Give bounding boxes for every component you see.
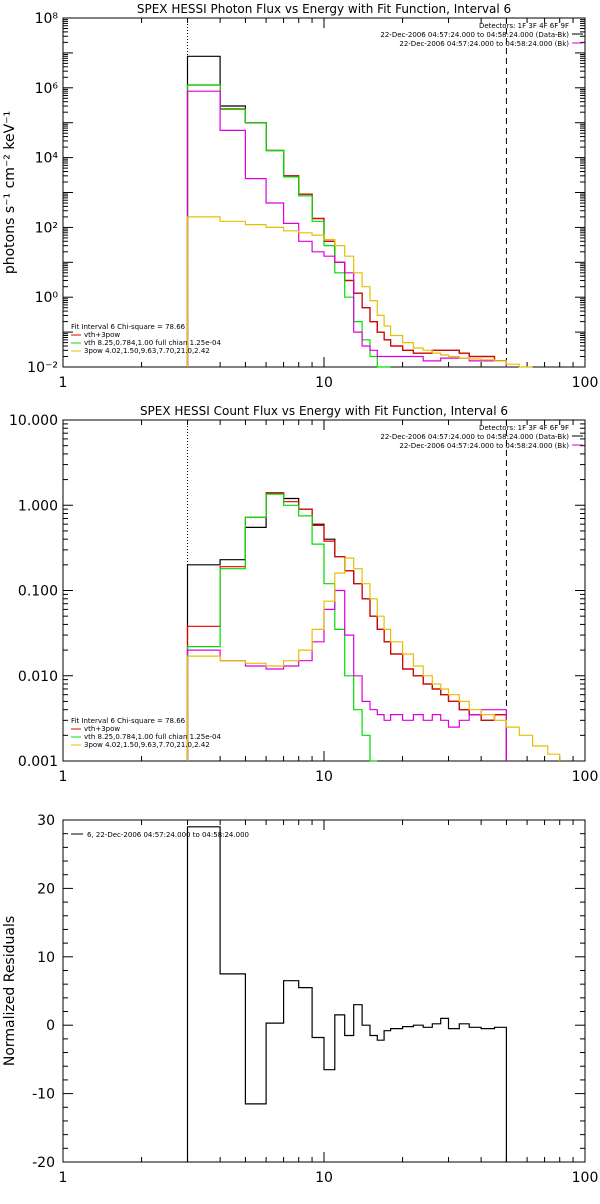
- x-tick-label: 1: [59, 1170, 68, 1186]
- data-series-3: [186, 90, 507, 367]
- legend-entry: vth+3pow: [84, 331, 120, 339]
- legend-entry: 22-Dec-2006 04:57:24.000 to 04:58:24.000…: [380, 31, 569, 39]
- chart-title: SPEX HESSI Photon Flux vs Energy with Fi…: [137, 2, 511, 16]
- x-tick-label: 1: [59, 769, 68, 785]
- y-tick-label: -20: [32, 1155, 55, 1171]
- y-tick-label: 10⁸: [35, 11, 59, 27]
- y-tick-label: 10⁶: [35, 81, 59, 97]
- data-series-2: [186, 84, 391, 368]
- legend-entry: 22-Dec-2006 04:57:24.000 to 04:58:24.000…: [399, 40, 569, 48]
- data-series-0: [186, 55, 507, 367]
- legend-entry: Fit Interval 6 Chi-square = 78.66: [71, 323, 186, 331]
- y-tick-label: 0: [46, 1018, 55, 1034]
- data-series-0: [186, 826, 507, 1162]
- legend-entry: vth+3pow: [84, 725, 120, 733]
- legend-entry: 22-Dec-2006 04:57:24.000 to 04:58:24.000…: [399, 442, 569, 450]
- y-tick-label: -10: [32, 1087, 55, 1103]
- y-tick-label: 20: [37, 881, 55, 897]
- legend-entry: 6, 22-Dec-2006 04:57:24.000 to 04:58:24.…: [87, 831, 249, 839]
- y-tick-label: 0.010: [18, 669, 58, 685]
- x-tick-label: 100: [572, 769, 599, 785]
- y-tick-label: 1.000: [18, 498, 58, 514]
- y-tick-label: 0.001: [18, 754, 58, 770]
- photon-flux-panel: SPEX HESSI Photon Flux vs Energy with Fi…: [2, 2, 598, 391]
- count-flux-panel: SPEX HESSI Count Flux vs Energy with Fit…: [9, 404, 598, 785]
- legend-entry: Fit Interval 6 Chi-square = 78.66: [71, 717, 186, 725]
- x-tick-label: 100: [572, 375, 599, 391]
- x-tick-label: 1: [59, 375, 68, 391]
- y-tick-label: 10²: [35, 220, 58, 236]
- legend-entry: 3pow 4.02,1.50,9.63,7.70,21.0,2.42: [84, 347, 210, 355]
- y-axis-label: photons s⁻¹ cm⁻² keV⁻¹: [2, 111, 18, 274]
- y-tick-label: 30: [37, 813, 55, 829]
- legend-entry: Detectors: 1F 3F 4F 6F 9F: [479, 424, 569, 432]
- legend-entry: 22-Dec-2006 04:57:24.000 to 04:58:24.000…: [380, 433, 569, 441]
- legend-entry: vth 8.25,0.784,1.00 full chian 1.25e-04: [84, 339, 222, 347]
- data-series-0: [186, 492, 507, 761]
- y-tick-label: 10⁻²: [27, 360, 58, 376]
- data-series-3: [186, 589, 507, 761]
- chart-title: SPEX HESSI Count Flux vs Energy with Fit…: [140, 404, 508, 418]
- data-series-1: [186, 492, 507, 761]
- legend-entry: Detectors: 1F 3F 4F 6F 9F: [479, 22, 569, 30]
- y-tick-label: 0.100: [18, 584, 58, 600]
- y-axis-label: Normalized Residuals: [2, 916, 18, 1066]
- legend-entry: vth 8.25,0.784,1.00 full chian 1.25e-04: [84, 733, 222, 741]
- x-tick-label: 10: [315, 769, 333, 785]
- data-series-1: [186, 84, 507, 367]
- y-tick-label: 10⁰: [35, 290, 59, 306]
- y-tick-label: 10: [37, 950, 55, 966]
- data-series-2: [186, 493, 378, 762]
- data-series-4: [186, 557, 561, 761]
- x-tick-label: 100: [572, 1170, 599, 1186]
- x-tick-label: 10: [315, 1170, 333, 1186]
- legend-entry: 3pow 4.02,1.50,9.63,7.70,21.0,2.42: [84, 741, 210, 749]
- y-tick-label: 10⁴: [35, 151, 59, 167]
- data-series-4: [186, 216, 533, 368]
- x-tick-label: 10: [315, 375, 333, 391]
- y-tick-label: 10.000: [9, 413, 58, 429]
